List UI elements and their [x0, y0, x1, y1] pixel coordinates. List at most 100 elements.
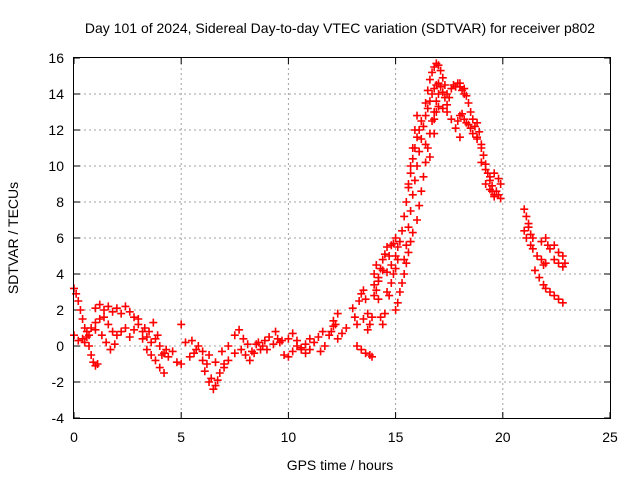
data-point	[301, 340, 310, 349]
data-point	[413, 133, 422, 142]
data-point	[537, 237, 546, 246]
data-point	[342, 324, 351, 332]
data-point	[550, 291, 559, 300]
data-point	[417, 117, 426, 125]
data-point	[370, 291, 379, 300]
data-point	[198, 356, 207, 365]
data-point	[280, 351, 289, 359]
data-point	[383, 268, 392, 277]
data-point	[117, 327, 126, 336]
data-point	[558, 298, 567, 307]
data-point	[250, 349, 259, 358]
data-point	[481, 180, 490, 188]
data-point	[434, 102, 443, 111]
data-point	[262, 345, 271, 354]
data-point	[121, 324, 130, 332]
data-point	[140, 324, 149, 332]
x-tick-label: 0	[70, 429, 78, 445]
data-point	[333, 334, 342, 343]
grid-lines	[74, 58, 610, 418]
data-point	[361, 349, 370, 358]
data-point	[391, 234, 400, 242]
data-point	[187, 336, 196, 345]
data-point	[271, 327, 280, 336]
data-point	[383, 243, 392, 251]
data-point	[387, 279, 396, 287]
data-point	[357, 345, 366, 354]
data-point	[153, 331, 162, 340]
data-point	[363, 309, 372, 318]
data-point	[215, 369, 224, 377]
data-point	[177, 320, 186, 329]
data-point	[110, 340, 119, 349]
data-point	[438, 73, 447, 82]
data-point	[258, 342, 267, 350]
data-point	[275, 338, 284, 347]
data-point	[301, 349, 310, 358]
data-point	[417, 135, 426, 143]
data-point	[104, 320, 113, 329]
data-point	[425, 75, 434, 84]
data-point	[485, 185, 494, 194]
data-point	[395, 288, 404, 296]
data-point	[485, 172, 494, 181]
data-point	[374, 273, 383, 282]
data-point	[428, 68, 437, 77]
x-tick-label: 15	[388, 429, 404, 445]
data-point	[305, 334, 314, 343]
data-point	[430, 115, 439, 124]
data-point	[108, 327, 117, 336]
data-point	[419, 122, 428, 131]
data-point	[466, 124, 475, 133]
data-point	[100, 313, 109, 322]
data-point	[410, 126, 419, 134]
data-point	[162, 345, 171, 354]
data-point	[415, 147, 424, 156]
y-tick-label: 0	[56, 338, 64, 354]
data-point	[408, 144, 417, 152]
data-point	[361, 295, 370, 304]
data-point	[436, 66, 445, 75]
data-point	[241, 351, 250, 359]
data-point	[533, 252, 542, 260]
data-point	[235, 325, 244, 334]
y-tick-label: 2	[56, 302, 64, 318]
data-point	[438, 104, 447, 113]
y-tick-label: -2	[52, 374, 65, 390]
data-point	[209, 385, 218, 394]
data-point	[413, 111, 422, 120]
data-point	[177, 360, 186, 368]
data-point	[130, 313, 139, 322]
data-point	[413, 216, 422, 224]
y-tick-label: 10	[48, 158, 64, 174]
data-point	[121, 302, 130, 311]
data-point	[87, 324, 96, 332]
data-point	[316, 347, 325, 356]
x-axis-label: GPS time / hours	[287, 457, 394, 473]
data-point	[443, 108, 452, 116]
data-point	[406, 162, 415, 170]
data-point	[160, 369, 169, 377]
data-point	[147, 351, 156, 359]
data-point	[387, 261, 396, 269]
data-point	[402, 241, 411, 250]
chart-title: Day 101 of 2024, Sidereal Day-to-day VTE…	[85, 20, 595, 36]
data-point	[239, 334, 248, 343]
data-point	[404, 180, 413, 188]
data-point	[477, 140, 486, 149]
data-point	[528, 244, 537, 253]
y-tick-label: 12	[48, 122, 64, 138]
data-point	[425, 97, 434, 106]
data-point	[417, 187, 426, 196]
data-point	[520, 205, 529, 214]
y-tick-label: 14	[48, 86, 64, 102]
data-point	[380, 250, 389, 259]
data-point	[378, 266, 387, 275]
data-point	[192, 345, 201, 354]
data-point	[224, 342, 233, 350]
data-point	[134, 315, 143, 323]
data-point	[254, 338, 263, 347]
data-point	[142, 345, 151, 354]
data-point	[265, 333, 274, 341]
data-point	[434, 61, 443, 70]
